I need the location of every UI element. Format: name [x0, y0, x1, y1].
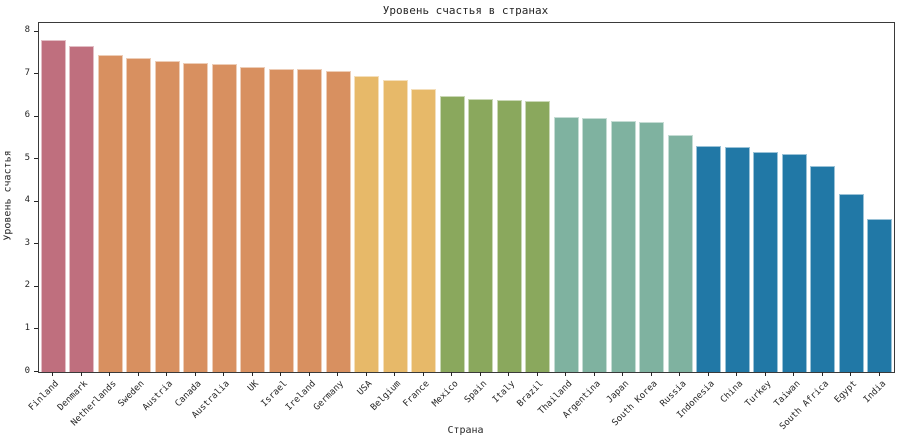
- bar-turkey: [753, 152, 779, 372]
- bar-australia: [211, 64, 237, 372]
- y-tick-mark: [34, 243, 38, 245]
- x-tick-mark: [593, 372, 595, 376]
- bar-indonesia: [696, 146, 722, 372]
- x-tick-mark: [308, 372, 310, 376]
- x-tick-mark: [878, 372, 880, 376]
- x-tick-label-finland: Finland: [27, 379, 62, 413]
- bar-netherlands: [97, 54, 123, 372]
- bar-brazil: [525, 100, 551, 372]
- x-tick-mark: [479, 372, 481, 376]
- x-tick-label-japan: Japan: [605, 379, 632, 406]
- x-tick-mark: [109, 372, 111, 376]
- x-tick-label-usa: USA: [356, 379, 375, 398]
- x-tick-mark: [736, 372, 738, 376]
- bar-taiwan: [781, 153, 807, 372]
- y-tick-label-3: 3: [24, 237, 30, 248]
- y-tick-mark: [34, 328, 38, 330]
- x-tick-label-spain: Spain: [462, 379, 489, 406]
- y-tick-label-0: 0: [24, 365, 30, 376]
- x-tick-mark: [166, 372, 168, 376]
- x-tick-mark: [508, 372, 510, 376]
- x-tick-mark: [821, 372, 823, 376]
- y-tick-mark: [34, 285, 38, 287]
- bar-china: [724, 147, 750, 372]
- x-tick-mark: [679, 372, 681, 376]
- x-tick-label-belgium: Belgium: [369, 379, 404, 413]
- bar-austria: [154, 61, 180, 372]
- plot-area: [38, 22, 895, 373]
- y-tick-mark: [34, 30, 38, 32]
- x-tick-mark: [365, 372, 367, 376]
- y-tick-label-8: 8: [24, 25, 30, 35]
- x-tick-label-austria: Austria: [141, 379, 176, 413]
- x-tick-mark: [422, 372, 424, 376]
- bar-japan: [610, 120, 636, 372]
- chart-title: Уровень счастья в странах: [382, 4, 549, 17]
- x-tick-label-ireland: Ireland: [283, 379, 318, 413]
- x-tick-mark: [194, 372, 196, 376]
- bar-spain: [468, 98, 494, 372]
- bar-russia: [667, 134, 693, 372]
- y-tick-mark: [34, 158, 38, 160]
- y-tick-label-7: 7: [24, 67, 30, 78]
- y-tick-label-1: 1: [24, 322, 30, 333]
- bar-usa: [354, 76, 380, 372]
- bar-belgium: [382, 80, 408, 372]
- bar-mexico: [439, 96, 465, 372]
- x-tick-label-turkey: Turkey: [743, 379, 774, 410]
- x-tick-mark: [52, 372, 54, 376]
- bar-ireland: [297, 69, 323, 372]
- x-axis-label: Страна: [447, 425, 484, 436]
- bar-israel: [268, 68, 294, 372]
- bar-finland: [40, 40, 66, 372]
- x-tick-mark: [80, 372, 82, 376]
- x-tick-mark: [223, 372, 225, 376]
- x-tick-mark: [622, 372, 624, 376]
- y-tick-label-6: 6: [24, 110, 30, 121]
- x-tick-mark: [394, 372, 396, 376]
- bar-egypt: [838, 194, 864, 372]
- x-tick-mark: [280, 372, 282, 376]
- y-tick-mark: [34, 371, 38, 372]
- bar-south-korea: [639, 121, 665, 372]
- bar-denmark: [69, 46, 95, 372]
- x-tick-mark: [764, 372, 766, 376]
- x-tick-mark: [565, 372, 567, 376]
- bar-india: [867, 218, 893, 372]
- x-tick-label-germany: Germany: [312, 379, 347, 413]
- x-tick-mark: [793, 372, 795, 376]
- bar-south-africa: [810, 166, 836, 372]
- x-tick-label-china: China: [719, 379, 746, 406]
- x-tick-mark: [850, 372, 852, 376]
- bar-argentina: [582, 117, 608, 372]
- bar-italy: [496, 99, 522, 372]
- y-tick-mark: [34, 200, 38, 202]
- x-tick-mark: [536, 372, 538, 376]
- bar-france: [411, 88, 437, 372]
- y-tick-mark: [34, 73, 38, 75]
- bar-thailand: [553, 116, 579, 372]
- x-tick-mark: [251, 372, 253, 376]
- x-tick-label-uk: UK: [246, 379, 261, 394]
- x-tick-mark: [451, 372, 453, 376]
- x-tick-mark: [707, 372, 709, 376]
- x-tick-label-france: France: [401, 379, 432, 410]
- bar-germany: [325, 70, 351, 372]
- y-tick-label-5: 5: [24, 152, 30, 163]
- x-tick-mark: [337, 372, 339, 376]
- x-tick-mark: [137, 372, 139, 376]
- y-tick-label-4: 4: [24, 195, 30, 206]
- y-tick-label-2: 2: [24, 280, 30, 291]
- bar-sweden: [126, 57, 152, 372]
- y-tick-mark: [34, 115, 38, 117]
- bar-uk: [240, 67, 266, 372]
- x-tick-label-egypt: Egypt: [833, 379, 860, 406]
- x-tick-label-india: India: [861, 379, 888, 406]
- x-tick-label-mexico: Mexico: [430, 379, 461, 410]
- x-tick-label-italy: Italy: [491, 379, 518, 406]
- bar-canada: [183, 63, 209, 372]
- x-tick-mark: [650, 372, 652, 376]
